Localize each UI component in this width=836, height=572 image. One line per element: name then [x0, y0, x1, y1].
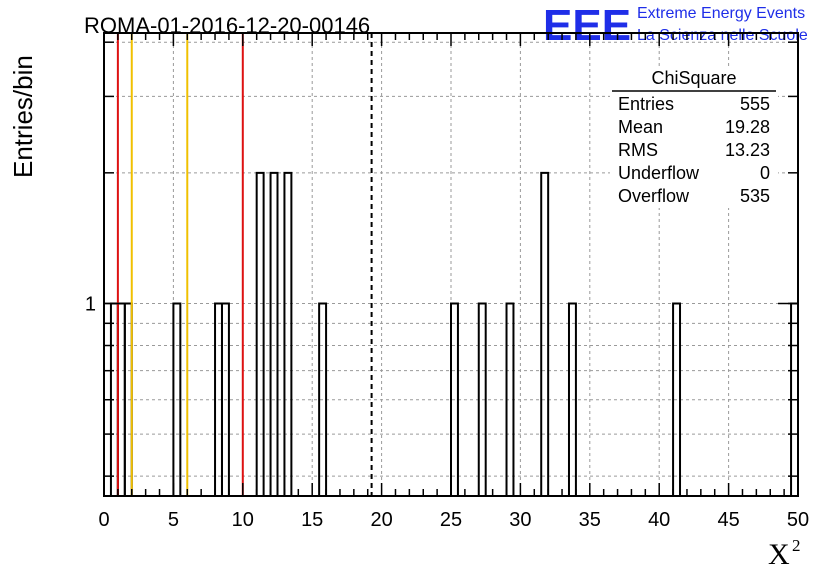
logo-line-1: Extreme Energy Events	[637, 5, 805, 22]
x-tick-label: 50	[787, 509, 809, 531]
histogram-bar	[283, 171, 293, 496]
histogram-bar	[505, 302, 515, 496]
histogram-bars	[109, 171, 799, 496]
stats-rows: Entries 555 Mean 19.28 RMS 13.23 Underflow 0 Ove…	[618, 94, 770, 206]
stats-value: 19.28	[725, 117, 770, 137]
stats-value: 535	[740, 186, 770, 206]
eee-logo: EEE Extreme Energy Events La Scienza nel…	[543, 1, 808, 50]
stats-box-title: ChiSquare	[651, 68, 736, 88]
stats-label: Underflow	[618, 163, 700, 183]
x-axis-title-superscript: 2	[792, 536, 801, 555]
axis-ticks: 0 5 10 15 20 25 30 35 40 45 50 1	[85, 33, 809, 531]
histogram-bar	[477, 302, 487, 496]
stats-label: Overflow	[618, 186, 690, 206]
x-tick-label: 45	[717, 509, 739, 531]
x-tick-label: 0	[98, 509, 109, 531]
x-tick-label: 5	[168, 509, 179, 531]
y-tick-label: 1	[85, 293, 96, 315]
histogram-bar	[450, 302, 459, 496]
x-tick-label: 30	[509, 509, 531, 531]
histogram-bar	[318, 302, 328, 496]
stats-value: 13.23	[725, 140, 770, 160]
x-tick-label: 35	[579, 509, 601, 531]
stats-label: RMS	[618, 140, 658, 160]
histogram-bar	[540, 171, 550, 496]
histogram-bar	[269, 171, 279, 496]
x-axis-title: X	[768, 538, 790, 571]
y-axis-title: Entries/bin	[8, 55, 38, 178]
histogram-bar	[172, 302, 182, 496]
stats-box: ChiSquare Entries 555 Mean 19.28 RMS 13.23 Und…	[610, 68, 778, 208]
histogram-bar	[220, 302, 230, 496]
stats-value: 0	[760, 163, 770, 183]
x-tick-label: 20	[370, 509, 392, 531]
stats-label: Entries	[618, 94, 674, 114]
x-tick-label: 40	[648, 509, 670, 531]
histogram-bar	[255, 171, 265, 496]
x-tick-label: 10	[232, 509, 254, 531]
x-tick-label: 15	[301, 509, 323, 531]
chart-title: ROMA-01-2016-12-20-00146	[84, 13, 370, 38]
reference-lines	[116, 33, 373, 496]
stats-label: Mean	[618, 117, 663, 137]
logo-line-2: La Scienza nelle Scuole	[637, 27, 808, 44]
stats-value: 555	[740, 94, 770, 114]
histogram-bar	[567, 302, 577, 496]
x-tick-label: 25	[440, 509, 462, 531]
histogram-bar	[672, 302, 682, 496]
